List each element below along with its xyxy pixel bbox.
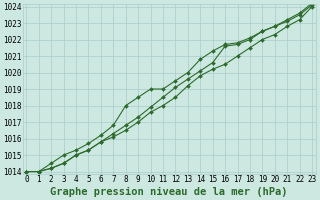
X-axis label: Graphe pression niveau de la mer (hPa): Graphe pression niveau de la mer (hPa) xyxy=(51,187,288,197)
